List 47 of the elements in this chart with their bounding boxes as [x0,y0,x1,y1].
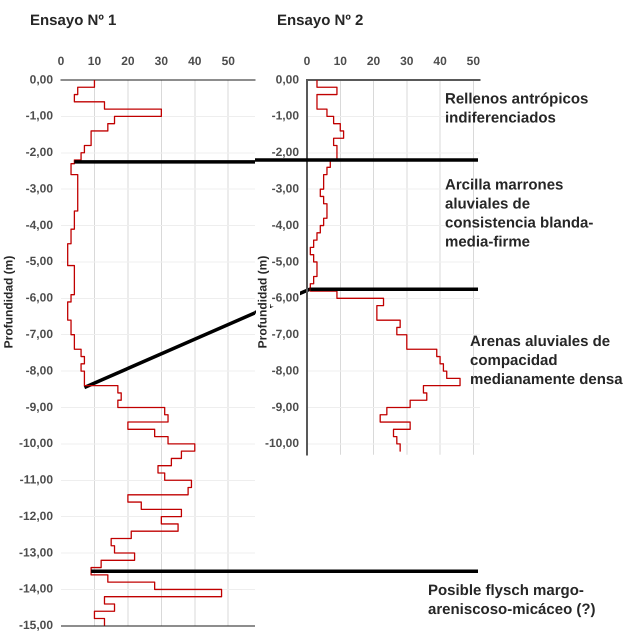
x-tick-label: 50 [466,54,480,68]
text: Posible flysch margo- areniscoso-micáceo (?) [428,582,596,618]
y-tick-label: -9,00 [26,400,54,414]
y-axis-title: Profundidad (m) [255,256,270,348]
y-tick-label: 0,00 [30,72,54,86]
x-tick-label: 40 [188,54,202,68]
y-axis-title: Profundidad (m) [1,256,16,348]
x-tick-label: 0 [58,54,65,68]
x-tick-label: 30 [400,54,414,68]
y-tick-label: -1,00 [26,108,54,123]
y-tick-label: -8,00 [272,363,300,378]
y-tick-label: -7,00 [26,327,54,342]
y-tick-label: -10,00 [264,436,300,450]
x-tick-label: 50 [222,54,236,68]
y-tick-label: -4,00 [26,218,54,232]
y-tick-label: -10,00 [18,436,54,450]
chart-title: Ensayo Nº 1 [30,12,116,30]
y-tick-label: -3,00 [26,181,54,196]
x-tick-label: 20 [366,54,381,68]
y-tick-label: -2,00 [272,145,300,160]
y-tick-label: -1,00 [272,108,300,123]
y-tick-label: -3,00 [272,181,300,196]
y-tick-label: 0,00 [276,72,300,86]
y-tick-label: -2,00 [26,145,54,160]
y-tick-label: -13,00 [18,545,54,560]
annotation: Arenas aluviales de compacidad medianamente densa [470,333,624,388]
y-tick-label: -8,00 [26,363,54,378]
y-tick-label: -9,00 [272,400,300,414]
y-tick-label: -7,00 [272,327,300,342]
y-tick-label: -6,00 [272,290,300,305]
y-tick-label: -15,00 [18,618,54,632]
y-tick-label: -14,00 [18,582,54,596]
annotation: Arcilla marrones aluviales de consistencia blanda- media-firme [445,176,594,250]
y-tick-label: -11,00 [20,472,54,487]
annotation: Rellenos antrópicos indiferenciados [445,90,588,127]
x-tick-label: 10 [334,54,348,68]
x-tick-label: 40 [433,54,448,68]
x-tick-label: 0 [304,54,311,68]
x-tick-label: 30 [154,54,168,68]
x-tick-label: 10 [88,54,102,68]
y-tick-label: -5,00 [272,254,300,268]
x-tick-label: 20 [121,54,135,68]
y-tick-label: -6,00 [26,290,54,305]
y-tick-label: -12,00 [18,508,54,523]
y-tick-label: -5,00 [26,254,54,268]
chart-title: Ensayo Nº 2 [277,12,364,30]
y-tick-label: -4,00 [272,218,300,232]
